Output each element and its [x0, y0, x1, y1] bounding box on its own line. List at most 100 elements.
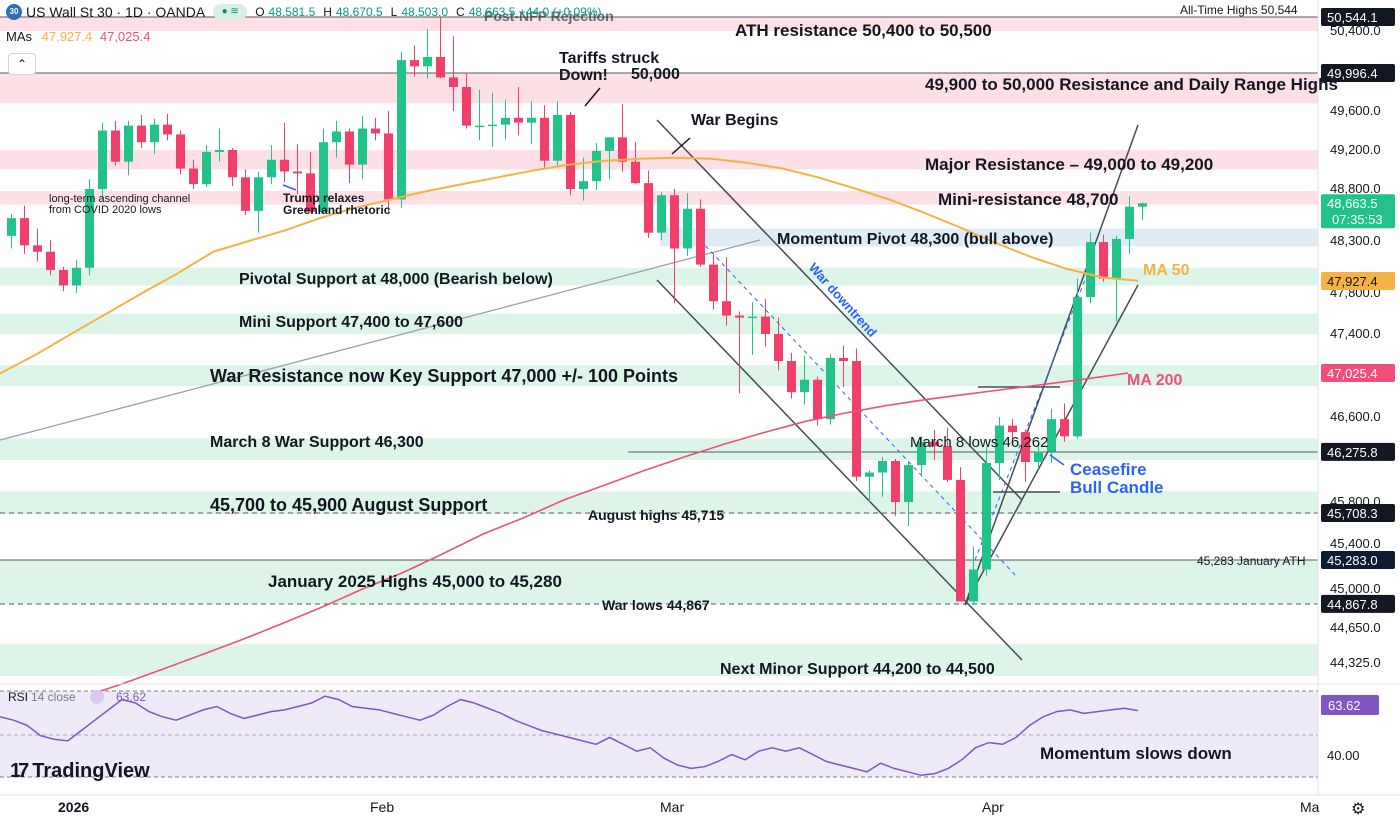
candle-body[interactable] — [46, 251, 55, 270]
candle-body[interactable] — [878, 460, 887, 473]
candle-body[interactable] — [1125, 206, 1134, 239]
candle-body[interactable] — [1034, 451, 1043, 462]
candle-body[interactable] — [618, 137, 627, 162]
candle-body[interactable] — [787, 361, 796, 393]
candle-body[interactable] — [1112, 238, 1121, 279]
candle-body[interactable] — [917, 441, 926, 466]
candle-body[interactable] — [904, 465, 913, 502]
candle-body[interactable] — [1008, 425, 1017, 433]
candle-body[interactable] — [449, 77, 458, 88]
candle-body[interactable] — [332, 131, 341, 143]
candle-body[interactable] — [33, 245, 42, 252]
ma200-line[interactable] — [0, 372, 1129, 724]
candle-body[interactable] — [410, 60, 419, 67]
candle-body[interactable] — [475, 125, 484, 128]
candle-body[interactable] — [982, 463, 991, 570]
candle-body[interactable] — [553, 114, 562, 161]
candle-body[interactable] — [306, 173, 315, 212]
candle-body[interactable] — [176, 134, 185, 169]
candle-body[interactable] — [943, 446, 952, 480]
candle-body[interactable] — [683, 208, 692, 249]
candle-body[interactable] — [436, 56, 445, 78]
candle-body[interactable] — [1086, 242, 1095, 298]
candle-body[interactable] — [748, 316, 757, 319]
candle-body[interactable] — [111, 130, 120, 162]
candle-body[interactable] — [566, 114, 575, 189]
candle-body[interactable] — [1021, 432, 1030, 462]
candle-body[interactable] — [813, 379, 822, 420]
candle-body[interactable] — [722, 301, 731, 316]
candle-body[interactable] — [540, 117, 549, 161]
candle-body[interactable] — [969, 569, 978, 602]
candle-body[interactable] — [709, 264, 718, 302]
chevron-up-icon[interactable]: ⌃ — [8, 53, 36, 75]
tradingview-logo[interactable]: 17 TradingView — [10, 760, 150, 783]
chart-title[interactable]: US Wall St 30 · 1D · OANDA — [26, 4, 206, 20]
candle-body[interactable] — [228, 150, 237, 178]
candle-body[interactable] — [163, 124, 172, 135]
candle-body[interactable] — [189, 168, 198, 185]
candle-body[interactable] — [254, 177, 263, 211]
candle-body[interactable] — [1073, 297, 1082, 437]
candle-body[interactable] — [995, 425, 1004, 464]
candle-body[interactable] — [215, 150, 224, 152]
candle-body[interactable] — [59, 269, 68, 286]
market-status-badge[interactable]: ● ≋ — [213, 4, 248, 20]
candle-body[interactable] — [800, 379, 809, 393]
candle-body[interactable] — [293, 171, 302, 174]
candle-body[interactable] — [85, 189, 94, 268]
candle-body[interactable] — [345, 131, 354, 165]
candle-body[interactable] — [358, 128, 367, 165]
candle-body[interactable] — [150, 124, 159, 143]
candle-body[interactable] — [774, 334, 783, 362]
candle-body[interactable] — [527, 117, 536, 123]
candle-body[interactable] — [1047, 419, 1056, 452]
candle-body[interactable] — [852, 361, 861, 477]
candle-body[interactable] — [137, 125, 146, 143]
candle-body[interactable] — [1099, 242, 1108, 279]
candle-body[interactable] — [592, 150, 601, 182]
candle-body[interactable] — [462, 87, 471, 126]
candle-body[interactable] — [72, 267, 81, 286]
ma50-line[interactable] — [0, 156, 1139, 375]
candle-body[interactable] — [579, 181, 588, 189]
candle-body[interactable] — [605, 137, 614, 151]
candle-body[interactable] — [501, 117, 510, 125]
candle-body[interactable] — [631, 161, 640, 184]
rsi-line[interactable] — [0, 695, 1139, 777]
candle-body[interactable] — [696, 208, 705, 265]
candle-body[interactable] — [280, 159, 289, 172]
candle-body[interactable] — [735, 315, 744, 318]
candle-body[interactable] — [514, 117, 523, 123]
candle-body[interactable] — [891, 460, 900, 502]
candle-body[interactable] — [20, 218, 29, 246]
candle-body[interactable] — [839, 357, 848, 362]
candle-body[interactable] — [644, 183, 653, 233]
candle-body[interactable] — [397, 60, 406, 200]
candle-body[interactable] — [826, 357, 835, 420]
candle-body[interactable] — [7, 218, 16, 236]
candle-body[interactable] — [1138, 203, 1147, 207]
candle-body[interactable] — [423, 56, 432, 67]
candle-body[interactable] — [371, 128, 380, 134]
candle-body[interactable] — [865, 472, 874, 477]
ma-legend[interactable]: MAs 47,927.4 47,025.4 — [6, 29, 150, 44]
candle-body[interactable] — [657, 195, 666, 233]
candle-body[interactable] — [930, 441, 939, 447]
candle-body[interactable] — [956, 479, 965, 602]
candle-body[interactable] — [202, 151, 211, 185]
candle-body[interactable] — [98, 130, 107, 190]
rsi-indicator-icon[interactable] — [90, 690, 104, 704]
candle-body[interactable] — [488, 124, 497, 127]
candle-body[interactable] — [267, 159, 276, 178]
candle-body[interactable] — [1060, 419, 1069, 437]
gear-icon[interactable]: ⚙ — [1351, 801, 1366, 818]
candle-body[interactable] — [670, 195, 679, 249]
candle-body[interactable] — [761, 316, 770, 334]
candle-body[interactable] — [241, 177, 250, 211]
price-axis[interactable] — [1320, 0, 1400, 795]
candle-body[interactable] — [384, 133, 393, 200]
candle-body[interactable] — [124, 125, 133, 162]
candle-body[interactable] — [319, 142, 328, 212]
